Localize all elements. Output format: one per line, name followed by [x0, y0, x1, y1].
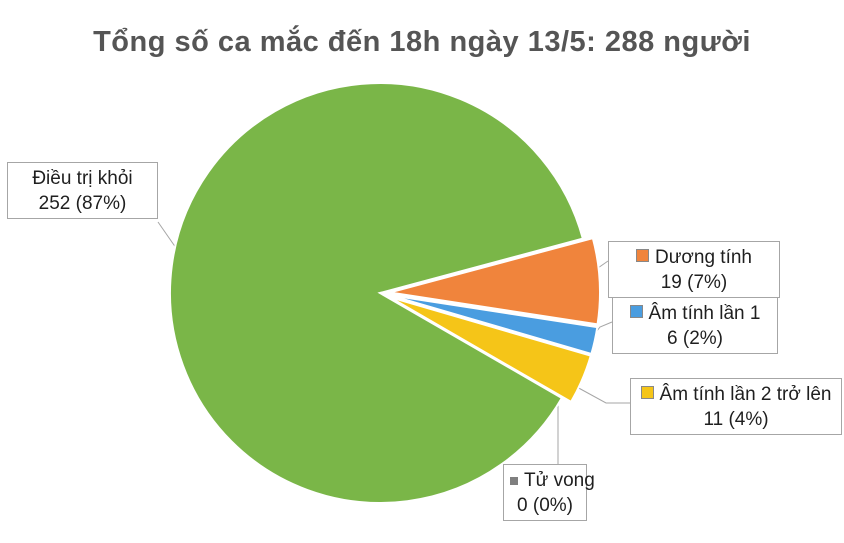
slice-name: Âm tính lần 2 trở lên [659, 384, 832, 405]
slice-value: 6 (2%) [667, 328, 723, 349]
slice-name: Âm tính lần 1 [648, 303, 761, 324]
legend-key-yellow [640, 386, 654, 399]
pie-slice-2 [389, 294, 599, 356]
data-label-am-tinh-lan-1: Âm tính lần 1 6 (2%) [612, 297, 778, 354]
slice-name: Tử vong [524, 470, 595, 491]
pie-slice-3 [388, 295, 593, 404]
pie-slices [169, 82, 601, 504]
leader-line-3 [574, 385, 630, 404]
slice-value: 0 (0%) [517, 495, 573, 516]
slice-value: 252 (87%) [38, 193, 127, 214]
slice-value: 11 (4%) [703, 409, 769, 430]
data-label-dieu-tri-khoi: Điều trị khỏi 252 (87%) [7, 162, 158, 219]
slice-value: 19 (7%) [660, 272, 728, 293]
slice-name: Dương tính [654, 247, 752, 268]
pie-slice-1 [389, 236, 601, 326]
data-label-tu-vong: Tử vong 0 (0%) [503, 464, 595, 521]
slice-name-row: Âm tính lần 2 trở lên [637, 382, 835, 407]
slice-name-row: Dương tính [615, 245, 773, 270]
slice-name: Điều trị khỏi [32, 168, 133, 189]
slice-name-row: Tử vong [510, 468, 595, 493]
chart-title: Tổng số ca mắc đến 18h ngày 13/5: 288 ng… [93, 26, 751, 58]
legend-key-blue [629, 305, 643, 318]
data-label-duong-tinh: Dương tính 19 (7%) [608, 241, 780, 298]
data-label-am-tinh-lan-2: Âm tính lần 2 trở lên 11 (4%) [630, 378, 842, 435]
slice-name-row: Âm tính lần 1 [619, 301, 771, 326]
pie-slice-0 [169, 82, 585, 504]
legend-key-orange [635, 249, 649, 262]
legend-key-gray [510, 477, 518, 485]
